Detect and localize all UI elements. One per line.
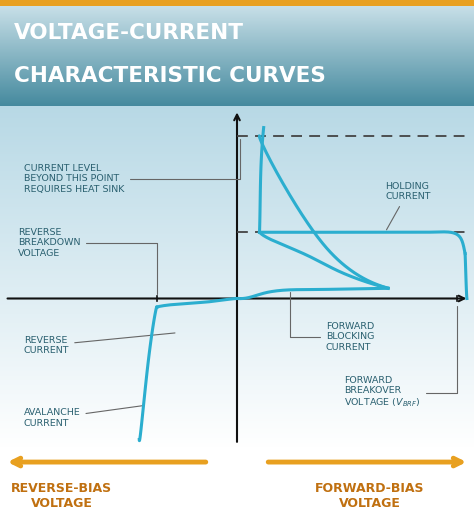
- Text: VOLTAGE-CURRENT: VOLTAGE-CURRENT: [14, 23, 244, 44]
- Text: REVERSE
CURRENT: REVERSE CURRENT: [24, 333, 175, 355]
- Bar: [0, 0, 474, 6]
- Text: FORWARD
BREAKOVER
VOLTAGE ($V_{BRF}$): FORWARD BREAKOVER VOLTAGE ($V_{BRF}$): [344, 306, 457, 409]
- Text: CURRENT LEVEL
BEYOND THIS POINT
REQUIRES HEAT SINK: CURRENT LEVEL BEYOND THIS POINT REQUIRES…: [24, 139, 240, 194]
- Text: HOLDING
CURRENT: HOLDING CURRENT: [385, 182, 430, 230]
- Text: FORWARD
BLOCKING
CURRENT: FORWARD BLOCKING CURRENT: [290, 292, 374, 352]
- Text: FORWARD-BIAS
VOLTAGE: FORWARD-BIAS VOLTAGE: [315, 482, 425, 510]
- Text: AVALANCHE
CURRENT: AVALANCHE CURRENT: [24, 406, 142, 428]
- Text: CHARACTERISTIC CURVES: CHARACTERISTIC CURVES: [14, 66, 326, 86]
- Text: REVERSE
BREAKDOWN
VOLTAGE: REVERSE BREAKDOWN VOLTAGE: [18, 228, 157, 294]
- Text: REVERSE-BIAS
VOLTAGE: REVERSE-BIAS VOLTAGE: [11, 482, 112, 510]
